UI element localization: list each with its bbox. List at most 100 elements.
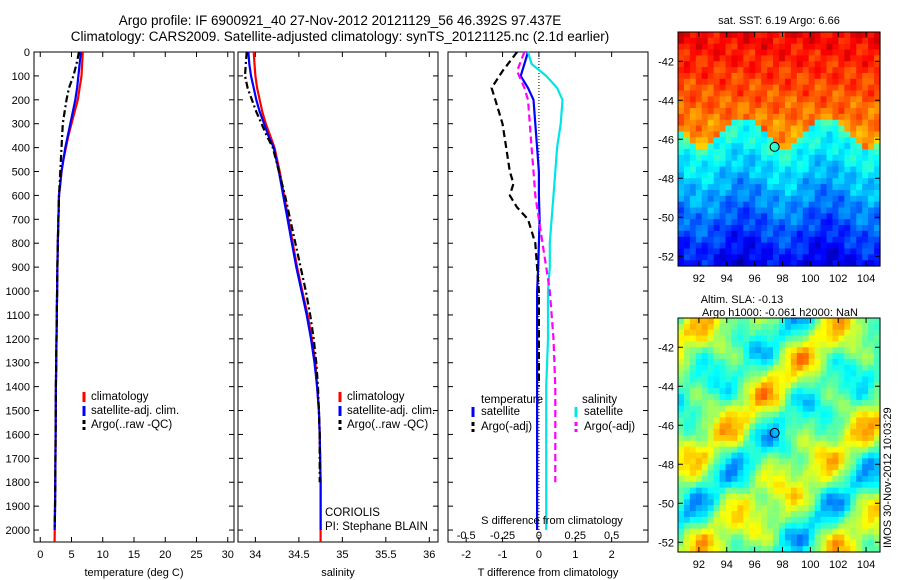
sst-map-cell (707, 78, 715, 86)
sst-map-cell (743, 230, 750, 238)
sla-map-cell (683, 411, 691, 419)
sla-map-cell (868, 528, 875, 536)
sst-map-cell (701, 37, 709, 45)
sla-map-cell (755, 540, 762, 547)
sla-map-cell (814, 318, 822, 325)
sla-map-cell (731, 347, 739, 354)
sst-map-cell (678, 160, 685, 168)
sla-map-cell (796, 429, 804, 436)
sst-map-cell (820, 49, 828, 56)
sst-map-cell (874, 72, 881, 80)
sst-map-cell (767, 172, 774, 179)
sst-map-cell (743, 149, 750, 156)
sla-map-cell (743, 522, 750, 530)
salinity-legend-label-0: climatology (347, 391, 405, 403)
sst-map-cell (850, 154, 857, 162)
temperature-ytick-label: 500 (12, 167, 30, 179)
sla-map-cell (743, 411, 750, 419)
sla-map-cell (850, 394, 857, 401)
sla-map-cell (874, 405, 881, 413)
sst-map-cell (784, 96, 792, 103)
figure-title-line2: Climatology: CARS2009. Satellite-adjuste… (70, 29, 610, 44)
sst-map-cell (678, 166, 685, 173)
sla-map-cell (749, 435, 756, 442)
sst-map-cell (844, 125, 851, 133)
sst-map-cell (850, 242, 857, 250)
sst-map-cell (678, 61, 685, 68)
sst-map-cell (737, 96, 744, 103)
sla-map-cell (683, 528, 691, 536)
sst-map-cell (826, 195, 834, 203)
sla-map-cell (707, 470, 715, 477)
sla-map-cell (701, 505, 709, 512)
sst-map-cell (773, 90, 780, 97)
sla-map-cell (790, 347, 798, 354)
sst-map-cell (784, 219, 792, 226)
sst-map-cell (767, 236, 774, 244)
sst-map-cell (689, 260, 697, 267)
sla-map-cell (784, 335, 792, 342)
sst-map-cell (701, 49, 709, 56)
sla-map-cell (683, 341, 691, 348)
sla-map-cell (796, 511, 804, 518)
sst-map-cell (678, 125, 685, 133)
sst-map-cell (719, 96, 727, 103)
sst-map-cell (773, 55, 780, 62)
sla-map-cell (838, 487, 845, 495)
sla-map-cell (713, 452, 721, 459)
sst-map-cell (719, 113, 727, 121)
sla-map-cell (868, 347, 875, 354)
sla-map-cell (719, 411, 727, 419)
sla-map-cell (868, 493, 875, 500)
sst-map-cell (838, 260, 845, 267)
sla-map-cell (826, 516, 834, 524)
sla-map-cell (862, 335, 869, 342)
sst-map-cell (784, 201, 792, 209)
sla-map-cell (767, 335, 774, 342)
sst-map-cell (808, 37, 816, 45)
sst-map-cell (856, 78, 863, 86)
sla-map-cell (743, 318, 750, 325)
sst-map-cell (832, 219, 840, 226)
sla-map-cell (874, 505, 881, 512)
sst-map-cell (695, 149, 703, 156)
sla-map-cell (767, 481, 774, 489)
sla-map-cell (689, 516, 697, 524)
sla-map-cell (701, 417, 709, 424)
sst-map-cell (719, 78, 727, 86)
sst-map-cell (743, 248, 750, 255)
temperature-legend-label-0: climatology (91, 391, 149, 403)
sla-map-cell (779, 522, 786, 530)
sla-map-cell (767, 323, 774, 331)
sst-map-cell (701, 131, 709, 138)
sst-map-cell (832, 236, 840, 244)
sla-map-cell (678, 347, 685, 354)
sst-map-cell (850, 43, 857, 51)
sst-map-cell (731, 55, 739, 62)
sla-map-cell (731, 475, 739, 483)
sla-map-cell (767, 423, 774, 430)
sst-map-cell (820, 236, 828, 244)
sst-map-cell (850, 61, 857, 68)
sla-map-cell (701, 446, 709, 454)
sla-map-cell (838, 528, 845, 536)
sla-map-cell (755, 335, 762, 342)
sla-map-cell (874, 323, 881, 331)
temperature-xtick-label: 15 (128, 549, 140, 561)
sla-map-cell (802, 341, 810, 348)
sla-map-cell (844, 446, 851, 454)
sla-map-cell (868, 429, 875, 436)
sst-map-cell (743, 96, 750, 103)
sla-map-cell (832, 452, 840, 459)
sst-map-cell (850, 195, 857, 203)
sst-map-cell (814, 201, 822, 209)
sla-map-cell (862, 505, 869, 512)
sla-map-cell (838, 335, 845, 342)
sst-map-cell (683, 230, 691, 238)
sla-map-cell (808, 358, 816, 366)
sst-map-cell (832, 201, 840, 209)
sla-map-cell (802, 511, 810, 518)
sla-map-cell (814, 353, 822, 360)
sla-map-cell (749, 376, 756, 383)
sst-map-cell (689, 219, 697, 226)
